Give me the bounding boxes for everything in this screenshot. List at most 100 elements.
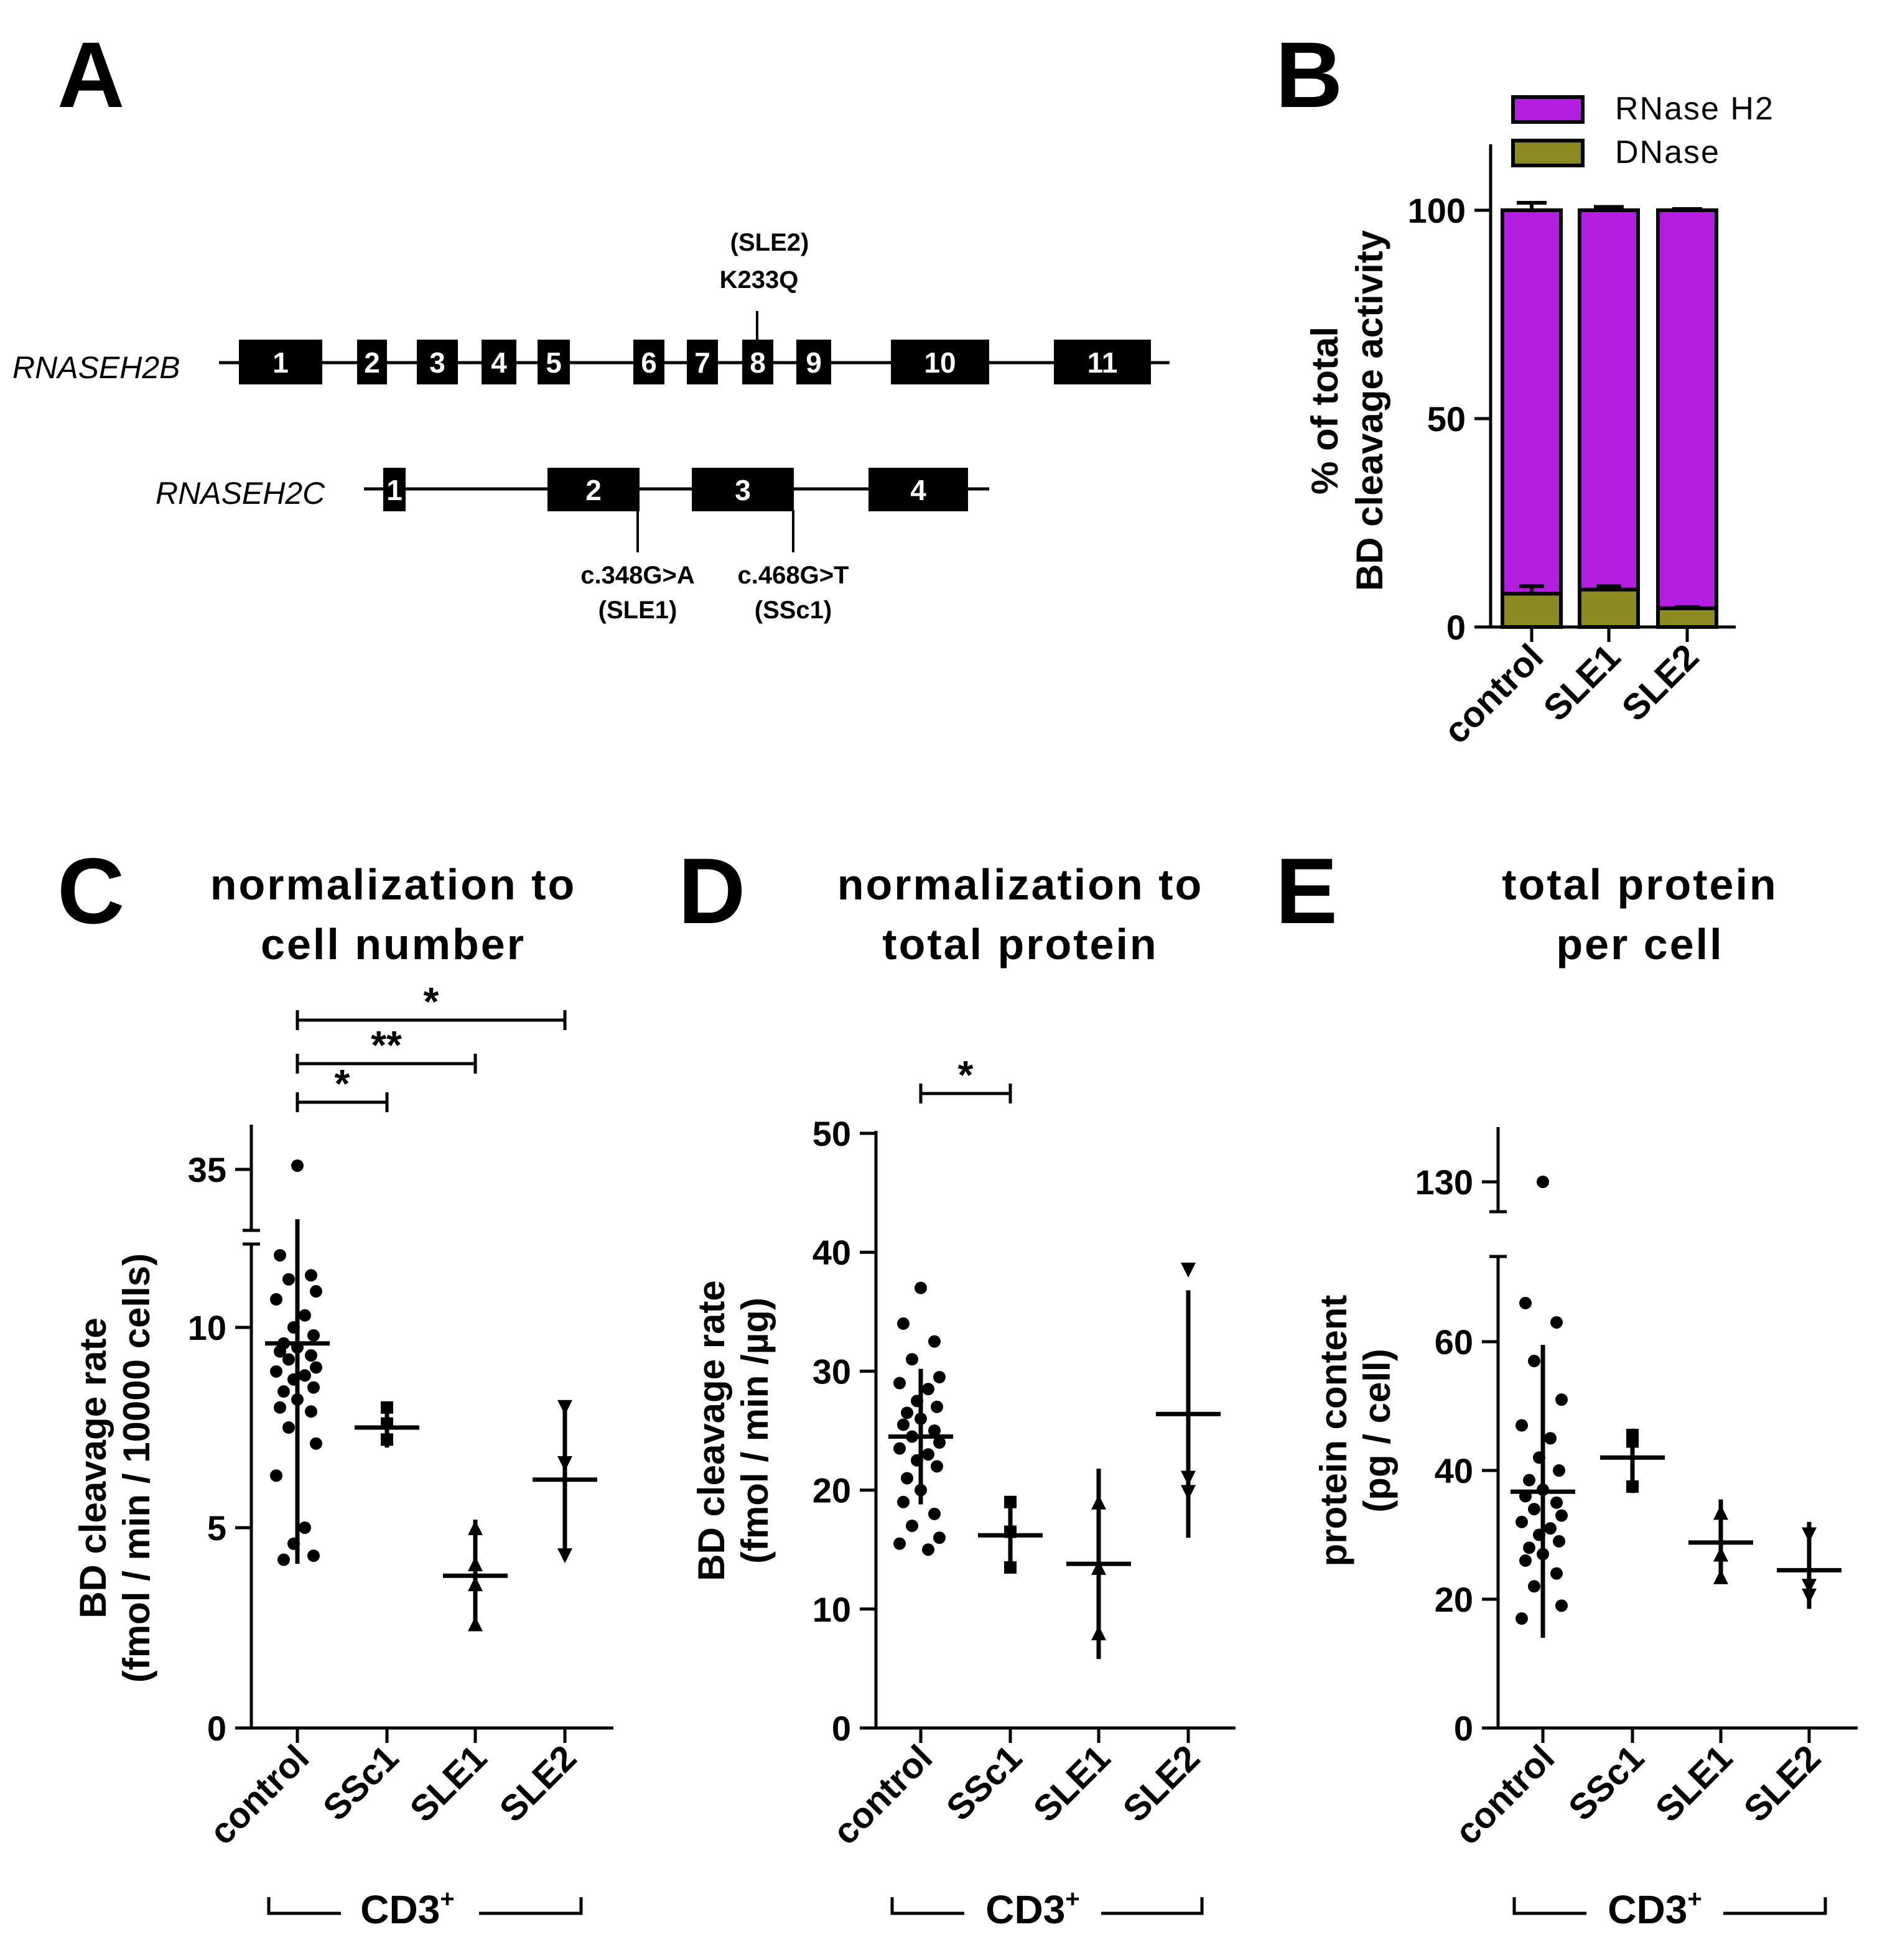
panel-d-data-point [915, 1484, 927, 1497]
panel-d-data-point [1091, 1559, 1106, 1575]
panel-c-data-point [287, 1537, 300, 1550]
panel-c-data-point [305, 1269, 317, 1282]
panel-d-data-point [933, 1370, 946, 1383]
panel-b-y-tick-label: 100 [1408, 191, 1466, 230]
panel-e-x-tick-label: SLE1 [1648, 1737, 1741, 1830]
panel-c-data-point [381, 1433, 393, 1446]
panel-d-data-point [915, 1412, 927, 1425]
panel-e-x-tick-label: control [1447, 1737, 1562, 1852]
panel-c-data-point [468, 1556, 483, 1571]
panel-e-data-point [1537, 1176, 1549, 1188]
panel-e-data-point [1550, 1496, 1563, 1509]
panel-c-x-tick-label: SLE1 [403, 1737, 495, 1830]
panel-c-data-point [282, 1273, 295, 1286]
panel-c-data-point [277, 1385, 290, 1398]
panel-d-data-point [915, 1281, 927, 1294]
panel-c-ylabel-line1: BD cleavage rate [72, 1317, 114, 1619]
panel-b-ylabel: % of total BD cleavage activity [1304, 230, 1390, 591]
panel-c-data-point [305, 1405, 317, 1418]
panel-d-data-point [906, 1353, 918, 1366]
panel-b-bar-dnase [1501, 592, 1563, 629]
panel-b-x-tick-label: SLE1 [1536, 636, 1629, 729]
panel-b-legend-label: RNase H2 [1615, 91, 1774, 127]
panel-e-data-point [1550, 1316, 1563, 1329]
mutation-sample-sle2: (SLE2) [730, 229, 809, 256]
panel-e-data-point [1713, 1546, 1728, 1562]
panel-e-data-point [1550, 1567, 1563, 1580]
rnaseh2b-exon-label-8: 8 [750, 346, 766, 379]
panel-d-group-bracket: CD3+ [890, 1885, 1204, 1932]
panel-d-data-point [933, 1531, 946, 1544]
panel-e-data-point [1713, 1569, 1728, 1584]
panel-e-data-point [1555, 1599, 1568, 1612]
panel-d-data-point [911, 1395, 923, 1408]
panel-e-x-tick-label: SLE2 [1736, 1737, 1829, 1830]
panel-label-e: E [1275, 838, 1338, 943]
panel-c-ylabel-line2: (fmol / min / 10000 cells) [116, 1253, 157, 1683]
panel-b-x-tick-label: SLE2 [1614, 636, 1707, 729]
panel-c-data-point [310, 1285, 322, 1298]
panel-e-data-point [1528, 1580, 1540, 1593]
panel-c-significance-label: * [424, 979, 439, 1024]
panel-c-title-line2: cell number [261, 920, 526, 968]
panel-c-data-point [270, 1365, 282, 1378]
rnaseh2b-exon-label-5: 5 [546, 346, 562, 379]
panel-c-y-tick-label: 35 [188, 1150, 226, 1189]
rnaseh2b-exon-label-7: 7 [694, 346, 710, 379]
panel-d-y-tick-label: 30 [812, 1352, 851, 1391]
panel-d-data-point [893, 1442, 906, 1455]
panel-d-data-point [928, 1507, 941, 1520]
panel-label-b: B [1275, 22, 1343, 127]
panel-c-data-point [557, 1456, 572, 1471]
rnaseh2b-exon-7 [687, 340, 718, 384]
panel-c-data-point [282, 1421, 295, 1434]
panel-a: A RNASEH2B 1 2 3 4 5 6 7 8 9 10 11 (SLE2) K233Q RN… [12, 22, 1170, 624]
panel-c-data-point [270, 1469, 282, 1482]
panel-e-data-point [1516, 1419, 1528, 1432]
rnaseh2b-exon-label-3: 3 [429, 346, 445, 379]
panel-e-data-point [1533, 1451, 1545, 1464]
panel-e-data-point [1516, 1515, 1528, 1528]
panel-b-bar-rnase-h2 [1656, 208, 1718, 610]
panel-c-data-point [468, 1616, 483, 1632]
panel-d-x-tick-label: SLE1 [1026, 1737, 1119, 1830]
panel-e-group-label: CD3 [1608, 1887, 1687, 1932]
panel-d-data-point [901, 1406, 913, 1419]
rnaseh2b-exon-5 [538, 340, 570, 384]
panel-d-group-label: CD3 [985, 1887, 1065, 1932]
panel-d-significance-label: * [958, 1052, 974, 1097]
panel-e-ylabel-line2: (pg / cell) [1356, 1349, 1398, 1512]
panel-c-data-point [557, 1548, 572, 1564]
panel-e-ylabel: protein content (pg / cell) [1313, 1295, 1398, 1567]
panel-d-data-point [901, 1472, 913, 1485]
rnaseh2b-exon-label-11: 11 [1087, 346, 1118, 379]
panel-c-x-tick-label: SSc1 [315, 1737, 406, 1828]
panel-e-y-tick-label: 0 [1454, 1709, 1473, 1748]
rnaseh2b-exon-11 [1054, 340, 1151, 384]
panel-e-data-point [1555, 1509, 1568, 1522]
rnaseh2c-exons: 1 2 3 4 [383, 468, 968, 511]
panel-c-significance-label: ** [371, 1023, 402, 1067]
panel-d-data-point [1004, 1561, 1017, 1574]
panel-c-data-point [287, 1373, 300, 1386]
panel-c-x-tick-label: SLE2 [492, 1737, 585, 1830]
panel-c-data-point [468, 1520, 483, 1535]
rnaseh2b-exon-label-10: 10 [924, 346, 956, 379]
panel-e-data-point [1626, 1480, 1639, 1493]
panel-e-title-line1: total protein [1502, 860, 1777, 909]
panel-e-data-point [1523, 1541, 1535, 1554]
panel-d-data-point [1181, 1262, 1196, 1278]
panel-e-data-point [1519, 1296, 1532, 1309]
panel-d-data-point [893, 1377, 906, 1390]
panel-e-data-point [1553, 1464, 1565, 1477]
rnaseh2b-exon-1 [239, 340, 322, 384]
panel-d-y-tick-label: 10 [812, 1590, 851, 1629]
panel-d-data-point [928, 1335, 941, 1348]
rnaseh2b-exon-6 [633, 340, 664, 384]
panel-e-data-point [1537, 1548, 1549, 1561]
rnaseh2c-exon-2 [547, 468, 640, 511]
panel-c-data-point [310, 1361, 322, 1374]
panel-e-y-tick-label: 20 [1435, 1580, 1473, 1619]
panel-c-data-point [282, 1353, 295, 1366]
panel-d-data-point [933, 1436, 946, 1449]
